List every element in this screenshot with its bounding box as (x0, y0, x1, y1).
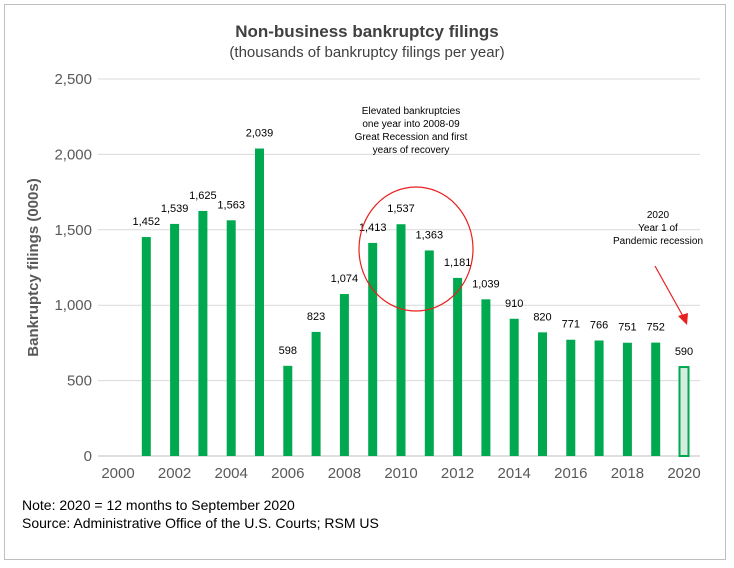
data-label: 1,181 (444, 257, 472, 269)
bar (170, 223, 180, 456)
data-label: 1,074 (331, 273, 359, 285)
bar (509, 318, 519, 456)
chart-note: Note: 2020 = 12 months to September 2020 (22, 497, 295, 513)
data-label: 823 (307, 311, 325, 323)
bar (594, 340, 604, 456)
bar (651, 342, 661, 456)
x-tick-label: 2014 (498, 465, 531, 482)
data-label: 820 (533, 311, 551, 323)
y-axis-label: Bankruptcy filings (000s) (25, 178, 42, 356)
annotation-pandemic: Pandemic recession (613, 236, 703, 247)
y-tick-label: 0 (84, 448, 92, 465)
x-tick-label: 2010 (384, 465, 417, 482)
data-label: 752 (647, 322, 665, 334)
x-tick-label: 2008 (328, 465, 361, 482)
bar (368, 242, 378, 456)
y-tick-label: 1,500 (54, 222, 92, 239)
bar (198, 210, 208, 456)
bar (226, 220, 236, 456)
y-tick-label: 2,500 (54, 71, 92, 88)
bar (538, 332, 547, 456)
bar (396, 224, 406, 456)
annotation-recession: Elevated bankruptcies (362, 106, 460, 117)
x-tick-label: 2012 (441, 465, 474, 482)
data-label: 1,039 (472, 278, 500, 290)
y-tick-label: 2,000 (54, 146, 92, 163)
x-tick-label: 2006 (271, 465, 304, 482)
annotation-recession: one year into 2008-09 (362, 119, 460, 130)
data-label: 1,413 (359, 222, 387, 234)
data-label: 1,563 (217, 199, 245, 211)
annotation-pandemic: Year 1 of (638, 223, 678, 234)
data-label: 1,363 (416, 229, 444, 241)
x-tick-label: 2002 (158, 465, 191, 482)
data-label: 751 (618, 322, 636, 334)
chart-title: Non-business bankruptcy filings (235, 22, 499, 41)
bar (283, 365, 293, 456)
x-tick-label: 2000 (101, 465, 134, 482)
arrow-head (678, 313, 688, 325)
y-tick-label: 500 (67, 373, 92, 390)
x-tick-label: 2004 (215, 465, 248, 482)
data-label: 1,539 (161, 203, 189, 215)
data-label: 766 (590, 319, 608, 331)
annotation-arrow (654, 265, 685, 319)
data-label: 1,537 (387, 203, 415, 215)
bar (622, 342, 632, 456)
bar (424, 250, 434, 456)
chart-subtitle: (thousands of bankruptcy filings per yea… (229, 44, 505, 61)
annotation-recession: Great Recession and first (355, 132, 468, 143)
data-label: 1,625 (189, 190, 217, 202)
chart-frame (4, 4, 726, 560)
bar (453, 277, 463, 456)
y-tick-label: 1,000 (54, 297, 92, 314)
bar-highlight (678, 366, 690, 458)
x-tick-label: 2018 (611, 465, 644, 482)
data-label: 2,039 (246, 128, 274, 140)
recession-circle (358, 186, 474, 312)
data-label: 771 (562, 319, 580, 331)
data-label: 1,452 (133, 216, 161, 228)
annotation-recession: years of recovery (373, 145, 450, 156)
bar (141, 237, 151, 456)
bar (481, 299, 491, 456)
data-label: 590 (675, 346, 693, 358)
data-label: 598 (279, 345, 297, 357)
annotation-pandemic: 2020 (647, 210, 670, 221)
bar (255, 148, 264, 456)
bar (339, 294, 349, 456)
bar (311, 331, 321, 456)
bar (566, 339, 576, 456)
x-tick-label: 2016 (554, 465, 587, 482)
data-label: 910 (505, 298, 523, 310)
chart-source: Source: Administrative Office of the U.S… (22, 515, 379, 531)
x-tick-label: 2020 (667, 465, 700, 482)
